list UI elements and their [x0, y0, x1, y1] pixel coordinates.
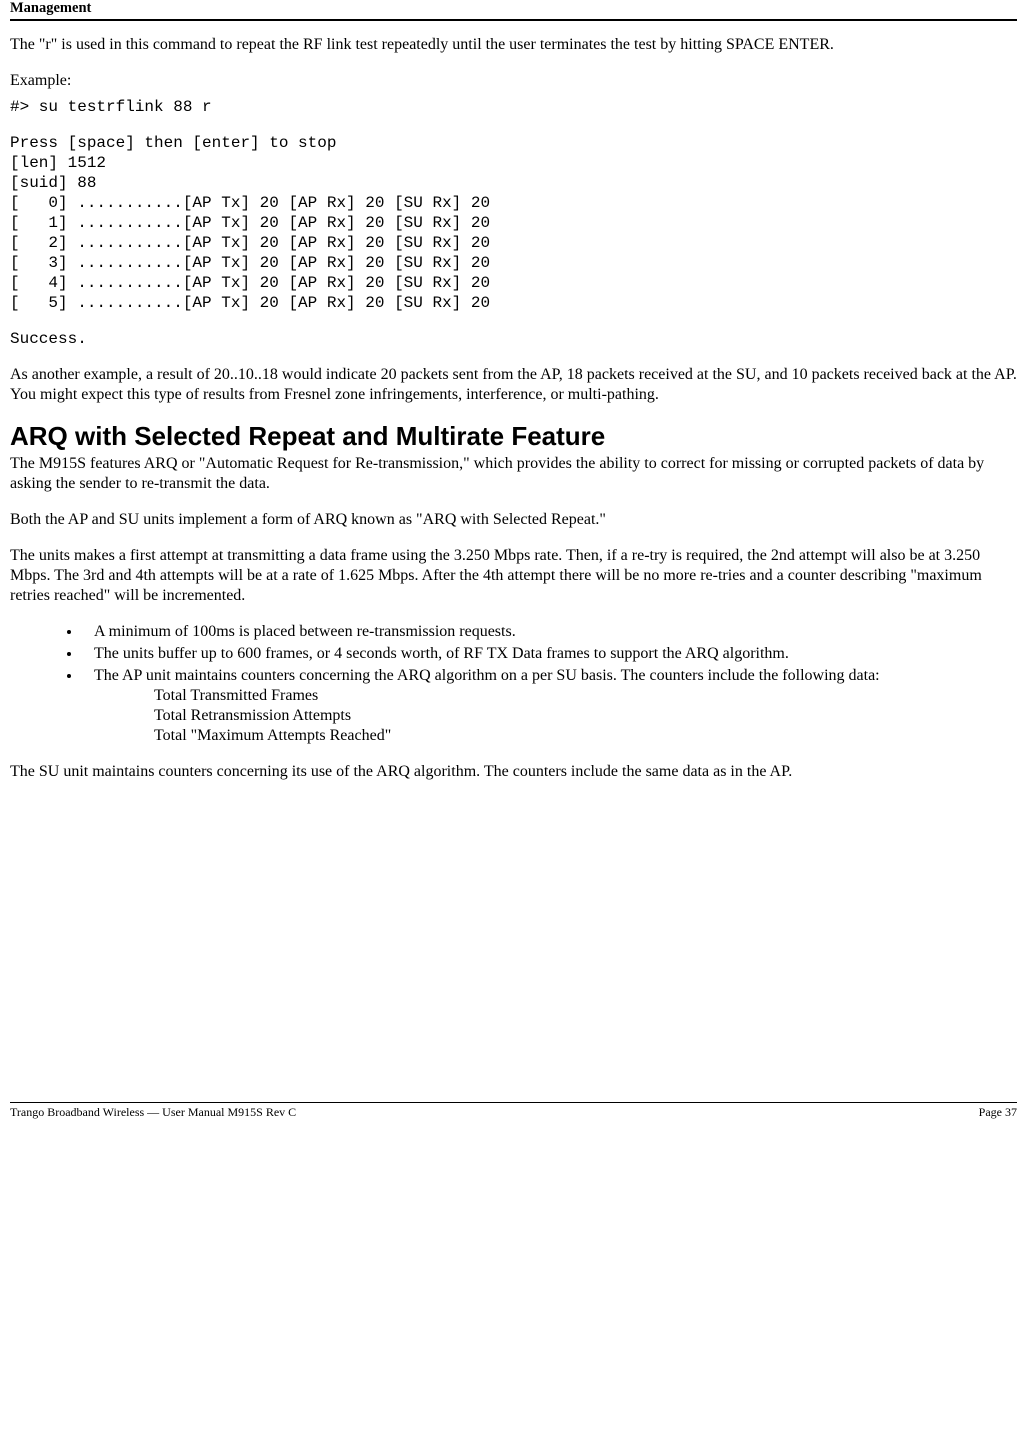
terminal-command: #> su testrflink 88 r: [10, 97, 1017, 117]
sub-item: Total "Maximum Attempts Reached": [154, 726, 1017, 746]
arq-p2: Both the AP and SU units implement a for…: [10, 510, 1017, 530]
footer-right: Page 37: [979, 1105, 1017, 1120]
header-title: Management: [10, 0, 1017, 17]
arq-p4: The SU unit maintains counters concernin…: [10, 762, 1017, 782]
arq-p3: The units makes a first attempt at trans…: [10, 546, 1017, 606]
list-item: The units buffer up to 600 frames, or 4 …: [82, 644, 1017, 664]
page-header: Management: [10, 0, 1017, 21]
example-label: Example:: [10, 71, 1017, 91]
list-item-text: The AP unit maintains counters concernin…: [94, 667, 880, 684]
list-item: The AP unit maintains counters concernin…: [82, 666, 1017, 746]
footer-left: Trango Broadband Wireless — User Manual …: [10, 1105, 296, 1120]
list-item: A minimum of 100ms is placed between re-…: [82, 622, 1017, 642]
arq-bullet-list: A minimum of 100ms is placed between re-…: [10, 622, 1017, 746]
arq-heading: ARQ with Selected Repeat and Multirate F…: [10, 421, 1017, 452]
terminal-output-block: Press [space] then [enter] to stop [len]…: [10, 133, 1017, 313]
page-footer: Trango Broadband Wireless — User Manual …: [10, 1102, 1017, 1120]
sub-item: Total Retransmission Attempts: [154, 706, 1017, 726]
intro-paragraph: The "r" is used in this command to repea…: [10, 35, 1017, 55]
terminal-success: Success.: [10, 329, 1017, 349]
arq-p1: The M915S features ARQ or "Automatic Req…: [10, 454, 1017, 494]
sub-item: Total Transmitted Frames: [154, 686, 1017, 706]
post-example-paragraph: As another example, a result of 20..10..…: [10, 365, 1017, 405]
